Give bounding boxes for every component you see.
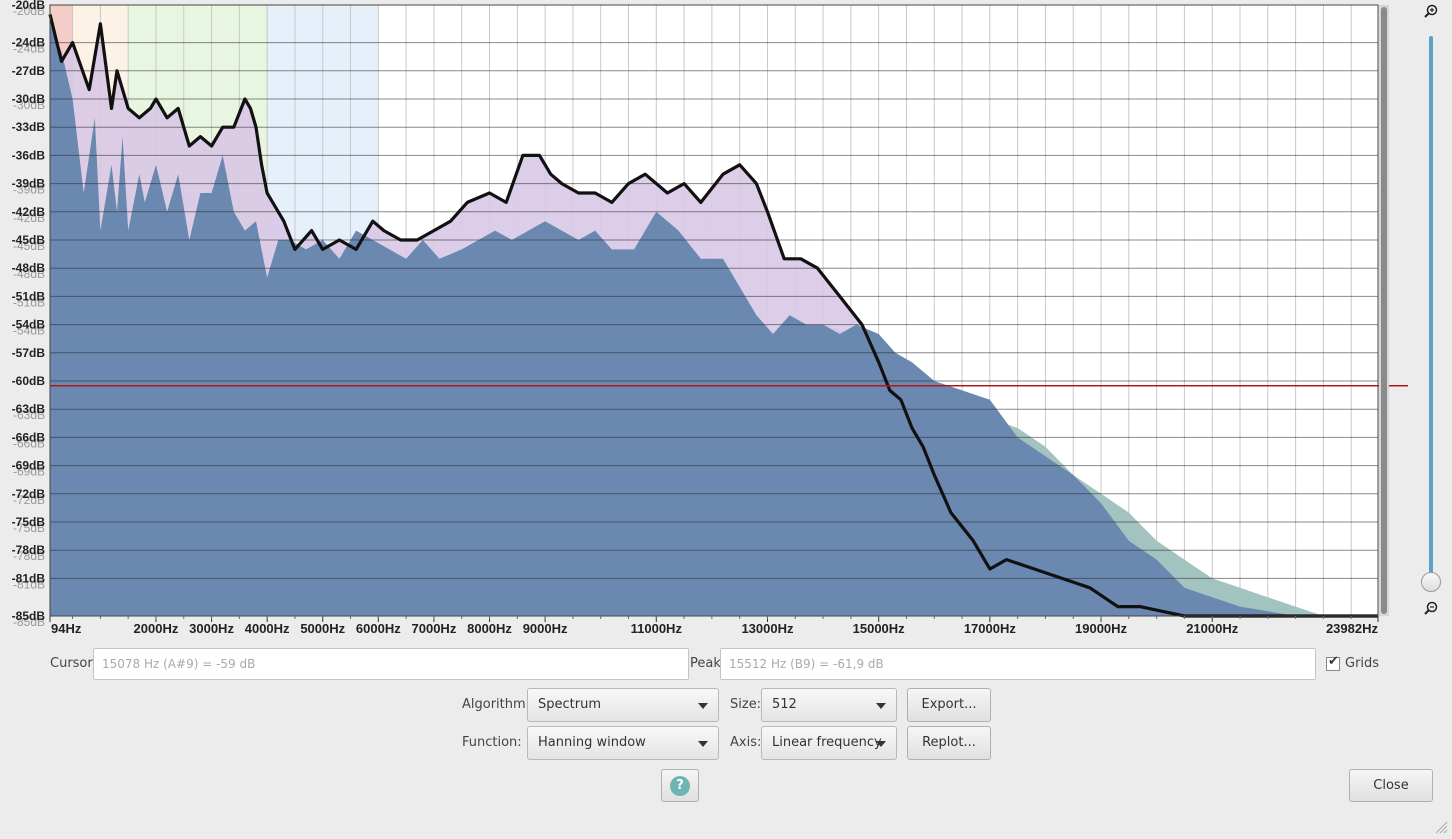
- close-button[interactable]: Close: [1349, 769, 1433, 802]
- function-select[interactable]: Hanning window: [527, 726, 719, 760]
- y-tick-label: -30dB: [12, 92, 46, 106]
- y-tick-label: -33dB: [12, 120, 46, 134]
- series-peak-line: [48, 14, 1378, 618]
- dropdown-arrow-icon: [876, 703, 886, 709]
- x-tick-label: 13000Hz: [741, 621, 794, 636]
- spectrum-plot[interactable]: -20dB -24dB -30dB -39dB -42dB -45dB -48dB -51dB…: [0, 0, 1410, 640]
- y-tick-label-ghost: -85dB: [13, 615, 45, 629]
- help-button[interactable]: ?: [661, 769, 699, 802]
- x-tick-label: 6000Hz: [356, 621, 401, 636]
- x-tick-label: 3000Hz: [189, 621, 234, 636]
- y-tick-label: -51dB: [12, 289, 46, 303]
- y-tick-label-ghost: -20dB: [13, 4, 45, 18]
- y-tick-label-ghost: -45dB: [13, 239, 45, 253]
- x-tick-label: 94Hz: [51, 621, 82, 636]
- axis-label: Axis:: [730, 735, 762, 750]
- x-tick-label: 2000Hz: [134, 621, 179, 636]
- y-tick-label: -81dB: [12, 571, 46, 585]
- dropdown-arrow-icon: [698, 703, 708, 709]
- x-tick-label: 4000Hz: [245, 621, 290, 636]
- y-tick-label: -72dB: [12, 487, 46, 501]
- y-tick-label-ghost: -51dB: [13, 295, 45, 309]
- x-tick-label: 11000Hz: [631, 621, 683, 636]
- x-tick-label: 8000Hz: [467, 621, 512, 636]
- algorithm-value: Spectrum: [538, 697, 601, 712]
- y-tick-label-ghost: -24dB: [13, 42, 45, 56]
- algorithm-label: Algorithm:: [462, 697, 531, 712]
- plot-frame: [49, 4, 1379, 617]
- zoom-slider-handle[interactable]: [1421, 572, 1441, 592]
- y-tick-label: -75dB: [12, 515, 46, 529]
- y-tick-label: -63dB: [12, 402, 46, 416]
- dropdown-arrow-icon: [876, 741, 886, 747]
- size-value: 512: [772, 697, 797, 712]
- grids-checkbox[interactable]: ✔: [1326, 654, 1340, 671]
- y-tick-label-ghost: -78dB: [13, 549, 45, 563]
- y-tick-label: -42dB: [12, 205, 46, 219]
- plot-scrollbar-thumb: [1381, 7, 1387, 614]
- spectrum-plot-area[interactable]: -20dB -24dB -30dB -39dB -42dB -45dB -48dB -51dB…: [0, 0, 1410, 640]
- y-tick-label: -39dB: [12, 177, 46, 191]
- y-tick-label: -45dB: [12, 233, 46, 247]
- check-icon: ✔: [1328, 654, 1339, 669]
- y-tick-label: -36dB: [12, 148, 46, 162]
- peak-label: Peak:: [690, 656, 726, 671]
- grids-label[interactable]: Grids: [1345, 656, 1380, 671]
- y-tick-label-ghost: -48dB: [13, 267, 45, 281]
- size-label: Size:: [730, 697, 762, 712]
- cursor-readout: 15078 Hz (A#9) = -59 dB: [93, 648, 689, 680]
- peak-readout: 15512 Hz (B9) = -61,9 dB: [720, 648, 1316, 680]
- y-tick-label: -27dB: [12, 64, 46, 78]
- zoom-in-icon[interactable]: [1423, 3, 1439, 19]
- y-tick-label-ghost: -66dB: [13, 436, 45, 450]
- y-tick-label-ghost: -81dB: [13, 577, 45, 591]
- y-tick-label: -60dB: [12, 374, 46, 388]
- x-tick-label: 9000Hz: [523, 621, 568, 636]
- y-tick-label: -48dB: [12, 261, 46, 275]
- cursor-label: Cursor:: [50, 656, 97, 671]
- axis-select[interactable]: Linear frequency: [761, 726, 897, 760]
- x-tick-label: 19000Hz: [1075, 621, 1128, 636]
- x-tick-label: 5000Hz: [300, 621, 345, 636]
- dropdown-arrow-icon: [698, 741, 708, 747]
- y-tick-label-ghost: -63dB: [13, 408, 45, 422]
- replot-button[interactable]: Replot...: [907, 726, 991, 760]
- y-tick-label-ghost: -69dB: [13, 465, 45, 479]
- zoom-slider-track[interactable]: [1429, 36, 1433, 580]
- y-tick-label: -69dB: [12, 459, 46, 473]
- y-tick-label: -24dB: [12, 36, 46, 50]
- export-button[interactable]: Export...: [907, 688, 991, 722]
- resize-grip-icon[interactable]: [1434, 820, 1448, 834]
- y-tick-label-ghost: -39dB: [13, 183, 45, 197]
- y-tick-label: -78dB: [12, 543, 46, 557]
- y-tick-label-ghost: -42dB: [13, 211, 45, 225]
- zoom-out-icon[interactable]: [1423, 600, 1439, 616]
- y-tick-label-ghost: -54dB: [13, 324, 45, 338]
- y-tick-label-ghost: -72dB: [13, 493, 45, 507]
- x-tick-label: 23982Hz: [1326, 621, 1379, 636]
- x-tick-label: 15000Hz: [853, 621, 906, 636]
- y-tick-label: -20dB: [12, 0, 46, 12]
- size-select[interactable]: 512: [761, 688, 897, 722]
- algorithm-select[interactable]: Spectrum: [527, 688, 719, 722]
- function-value: Hanning window: [538, 735, 646, 750]
- y-tick-label: -57dB: [12, 346, 46, 360]
- series-average-area: [50, 23, 1378, 617]
- y-tick-label: -66dB: [12, 430, 46, 444]
- y-tick-label-ghost: -30dB: [13, 98, 45, 112]
- x-tick-label: 7000Hz: [412, 621, 457, 636]
- y-tick-label-ghost: -75dB: [13, 521, 45, 535]
- y-tick-label: -54dB: [12, 318, 46, 332]
- y-tick-label: -85dB: [12, 609, 46, 623]
- function-label: Function:: [462, 735, 522, 750]
- help-icon: ?: [670, 776, 690, 796]
- x-tick-label: 21000Hz: [1186, 621, 1239, 636]
- x-tick-label: 17000Hz: [964, 621, 1017, 636]
- axis-value: Linear frequency: [772, 735, 882, 750]
